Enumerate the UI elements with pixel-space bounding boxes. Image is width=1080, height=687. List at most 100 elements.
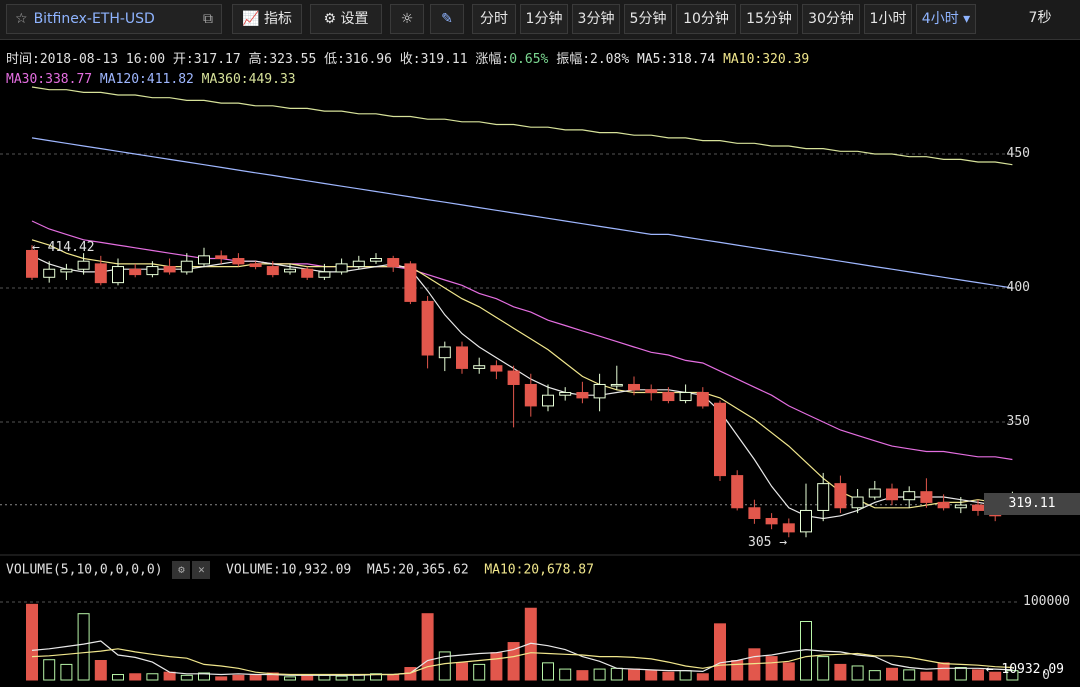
volume-bar xyxy=(765,656,778,681)
candle-body[interactable] xyxy=(438,346,451,359)
candle-body[interactable] xyxy=(284,268,296,273)
settings-button[interactable]: ⚙ 设置 xyxy=(310,4,382,34)
candle-body[interactable] xyxy=(404,263,417,302)
candle-body[interactable] xyxy=(954,504,967,509)
candle-body[interactable] xyxy=(765,517,778,525)
candle-body[interactable] xyxy=(163,266,176,273)
volume-bar xyxy=(163,671,176,681)
candle-body[interactable] xyxy=(249,263,262,268)
interval-tab[interactable]: 分时 xyxy=(472,4,516,34)
interval-tab[interactable]: 3分钟 xyxy=(572,4,620,34)
interval-tab[interactable]: 15分钟 xyxy=(740,4,798,34)
volume-bar xyxy=(800,621,812,681)
candle-body[interactable] xyxy=(473,365,486,369)
candle-body[interactable] xyxy=(77,260,90,270)
interval-tab[interactable]: 1分钟 xyxy=(520,4,568,34)
candle-body[interactable] xyxy=(232,258,245,265)
gear-icon[interactable]: ⚙ xyxy=(172,561,191,579)
candle-body[interactable] xyxy=(851,496,864,509)
candle-body[interactable] xyxy=(662,392,675,402)
volume-current-label: ← 10932.09 xyxy=(985,662,1064,677)
volume-bar xyxy=(576,670,589,681)
candle-body[interactable] xyxy=(696,392,709,407)
volume-bar xyxy=(851,665,864,681)
candle-body[interactable] xyxy=(817,483,830,511)
volume-value: VOLUME:10,932.09 xyxy=(226,562,352,578)
theme-toggle[interactable]: ☼ xyxy=(390,4,424,34)
candle-body[interactable] xyxy=(180,260,193,273)
candle-body[interactable] xyxy=(731,475,744,509)
candle-body[interactable] xyxy=(370,258,382,262)
candle-body[interactable] xyxy=(352,260,365,268)
candle-body[interactable] xyxy=(800,509,812,533)
candle-body[interactable] xyxy=(507,370,520,385)
candle-body[interactable] xyxy=(60,268,73,273)
candle-body[interactable] xyxy=(335,263,348,273)
interval-tab[interactable]: 10分钟 xyxy=(676,4,736,34)
volume-bar xyxy=(421,613,434,681)
volume-bar xyxy=(714,623,726,681)
candle-body[interactable] xyxy=(576,392,589,399)
candle-body[interactable] xyxy=(490,365,503,372)
candle-body[interactable] xyxy=(215,255,228,260)
volume-bar xyxy=(318,674,331,681)
volume-axis-zero: 0 xyxy=(1042,668,1050,683)
candle-body[interactable] xyxy=(387,258,400,268)
candle-body[interactable] xyxy=(714,402,726,477)
candle-body[interactable] xyxy=(886,488,898,501)
draw-tool-button[interactable]: ✎ xyxy=(430,4,464,34)
ma-info: MA30:338.77 MA120:411.82 MA360:449.33 xyxy=(6,72,296,87)
symbol-selector[interactable]: ☆ Bitfinex-ETH-USD ⧉ xyxy=(6,4,222,34)
volume-ma10-line xyxy=(31,648,1013,676)
volume-bar xyxy=(249,674,262,681)
volume-bar xyxy=(129,673,142,681)
candle-body[interactable] xyxy=(920,491,933,503)
candle-body[interactable] xyxy=(610,383,623,387)
candle-body[interactable] xyxy=(782,523,795,533)
interval-tab[interactable]: 30分钟 xyxy=(802,4,860,34)
candle-body[interactable] xyxy=(524,383,537,407)
candle-body[interactable] xyxy=(937,501,950,509)
candle-body[interactable] xyxy=(542,394,554,407)
external-window-icon[interactable]: ⧉ xyxy=(203,11,213,27)
close-icon[interactable]: ✕ xyxy=(192,561,211,579)
candle-body[interactable] xyxy=(593,383,606,399)
indicator-chart-icon: 📈 xyxy=(242,11,260,27)
interval-tab[interactable]: 5分钟 xyxy=(624,4,672,34)
candle-body[interactable] xyxy=(421,300,434,356)
candle-body[interactable] xyxy=(559,392,572,396)
candle-body[interactable] xyxy=(679,392,692,402)
candle-body[interactable] xyxy=(301,268,314,278)
candle-body[interactable] xyxy=(748,507,761,519)
interval-tab[interactable]: 1小时 xyxy=(864,4,912,34)
info-low: 低:316.96 xyxy=(324,52,392,67)
candle-body[interactable] xyxy=(146,266,159,276)
candle-body[interactable] xyxy=(318,271,331,278)
candle-body[interactable] xyxy=(903,491,916,501)
candle-body[interactable] xyxy=(112,266,124,284)
candle-body[interactable] xyxy=(266,266,279,276)
volume-bar xyxy=(559,668,572,681)
volume-bar xyxy=(645,670,658,681)
gear-icon: ⚙ xyxy=(323,11,337,27)
indicators-button[interactable]: 📈 指标 xyxy=(232,4,302,34)
candle-body[interactable] xyxy=(129,268,142,276)
candle-body[interactable] xyxy=(43,268,56,278)
candle-body[interactable] xyxy=(645,389,658,394)
candle-body[interactable] xyxy=(868,488,881,498)
candle-body[interactable] xyxy=(94,263,107,284)
interval-tab[interactable]: 4小时 ▾ xyxy=(916,4,976,34)
candle-body[interactable] xyxy=(456,346,468,369)
volume-bar xyxy=(593,668,606,681)
volume-bar xyxy=(868,670,881,681)
star-icon[interactable]: ☆ xyxy=(15,11,28,27)
candle-body[interactable] xyxy=(834,483,847,509)
volume-bar xyxy=(542,662,554,681)
volume-bar xyxy=(284,676,296,681)
candle-body[interactable] xyxy=(26,249,38,278)
volume-bar xyxy=(937,662,950,681)
candle-body[interactable] xyxy=(628,383,640,391)
candle-body[interactable] xyxy=(972,504,984,511)
candle-body[interactable] xyxy=(198,255,210,265)
